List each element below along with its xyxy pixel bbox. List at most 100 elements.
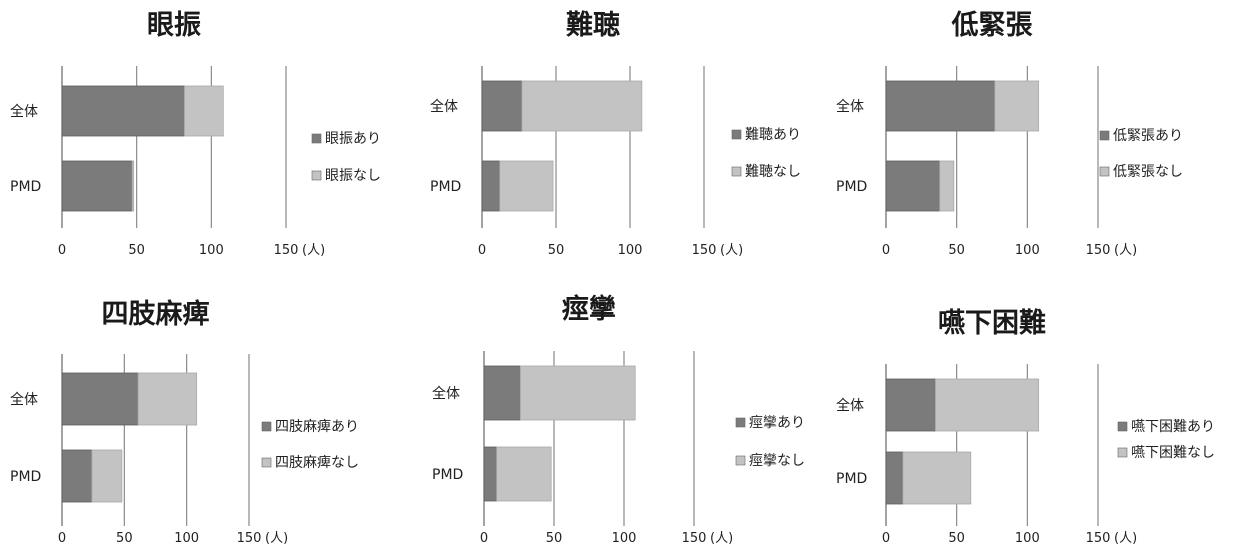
x-tick-label: 50 [948, 531, 965, 546]
bar-absent [137, 372, 198, 426]
bar-absent [496, 446, 552, 502]
category-label: 全体 [836, 397, 864, 414]
legend-swatch [1117, 421, 1128, 432]
bar-present [483, 446, 497, 502]
legend-swatch [1117, 447, 1128, 458]
chart-title: 痙攣 [562, 293, 616, 325]
x-tick-label: 50 [948, 243, 965, 258]
legend-label: 痙攣あり [749, 415, 805, 431]
bar-absent [935, 378, 1040, 432]
category-label: 全体 [430, 98, 458, 115]
category-label: PMD [10, 469, 41, 485]
chart-title: 眼振 [147, 10, 201, 41]
legend-label: 低緊張あり [1113, 128, 1183, 144]
x-tick-label: 100 [199, 243, 224, 258]
x-unit-label: (人) [265, 531, 288, 546]
x-tick-label: 150 [682, 531, 707, 546]
legend-label: 難聴あり [745, 127, 801, 143]
category-label: PMD [10, 179, 41, 195]
x-unit-label: (人) [302, 243, 325, 258]
x-tick-label: 50 [548, 243, 565, 258]
x-tick-label: 100 [618, 243, 643, 258]
x-tick-label: 0 [882, 531, 890, 546]
category-label: PMD [432, 467, 463, 483]
legend-label: 四肢麻痺あり [275, 418, 359, 435]
x-tick-label: 150 [237, 531, 262, 546]
x-tick-label: 100 [1015, 243, 1040, 258]
bar-absent [91, 449, 123, 503]
bar-absent [902, 451, 972, 505]
legend-swatch [311, 170, 322, 181]
legend-label: 低緊張なし [1113, 164, 1183, 180]
category-label: PMD [836, 179, 867, 195]
bar-absent [499, 160, 554, 212]
category-label: PMD [430, 179, 461, 195]
x-tick-label: 150 [274, 243, 299, 258]
x-tick-label: 50 [116, 531, 133, 546]
x-tick-label: 50 [128, 243, 145, 258]
legend-swatch [731, 129, 742, 140]
x-unit-label: (人) [1114, 243, 1137, 258]
x-tick-label: 0 [480, 531, 488, 546]
chart-title: 嚥下困難 [938, 308, 1046, 339]
category-label: 全体 [10, 391, 38, 408]
bar-absent [184, 85, 224, 137]
legend-swatch [261, 457, 272, 468]
bar-present [481, 160, 501, 212]
bar-present [885, 160, 941, 212]
x-tick-label: 150 [1086, 531, 1111, 546]
category-label: PMD [836, 471, 867, 487]
legend-swatch [731, 166, 742, 177]
legend-swatch [1099, 130, 1110, 141]
x-tick-label: 100 [1015, 531, 1040, 546]
bar-absent [521, 80, 643, 132]
x-tick-label: 50 [546, 531, 563, 546]
x-tick-label: 150 [1086, 243, 1111, 258]
bar-absent [994, 80, 1040, 132]
bar-present [885, 451, 904, 505]
x-tick-label: 0 [478, 243, 486, 258]
bar-present [483, 365, 521, 421]
legend-swatch [1099, 166, 1110, 177]
legend-label: 嚥下困難なし [1131, 445, 1215, 461]
bar-present [885, 80, 996, 132]
x-tick-label: 0 [58, 243, 66, 258]
bar-present [61, 372, 139, 426]
chart-title: 難聴 [566, 10, 620, 41]
x-tick-label: 150 [692, 243, 717, 258]
x-tick-label: 100 [174, 531, 199, 546]
bar-present [885, 378, 936, 432]
legend-label: 痙攣なし [749, 453, 805, 469]
chart-title: 四肢麻痺 [102, 299, 210, 330]
legend-label: 眼振あり [325, 131, 381, 147]
category-label: 全体 [432, 385, 460, 402]
legend-label: 難聴なし [745, 164, 801, 180]
category-label: 全体 [836, 98, 864, 115]
x-tick-label: 0 [58, 531, 66, 546]
bar-present [61, 85, 185, 137]
x-unit-label: (人) [1114, 531, 1137, 546]
bar-present [481, 80, 523, 132]
x-unit-label: (人) [710, 531, 733, 546]
bar-absent [939, 160, 955, 212]
bar-present [61, 160, 133, 212]
chart-title: 低緊張 [951, 10, 1034, 41]
legend-swatch [735, 455, 746, 466]
legend-label: 眼振なし [325, 168, 381, 184]
bar-absent [131, 160, 135, 212]
category-label: 全体 [10, 103, 38, 120]
x-unit-label: (人) [720, 243, 743, 258]
legend-label: 嚥下困難あり [1131, 419, 1215, 435]
legend-swatch [261, 421, 272, 432]
bar-present [61, 449, 93, 503]
legend-label: 四肢麻痺なし [275, 454, 359, 471]
bar-absent [520, 365, 636, 421]
x-tick-label: 100 [612, 531, 637, 546]
x-tick-label: 0 [882, 243, 890, 258]
